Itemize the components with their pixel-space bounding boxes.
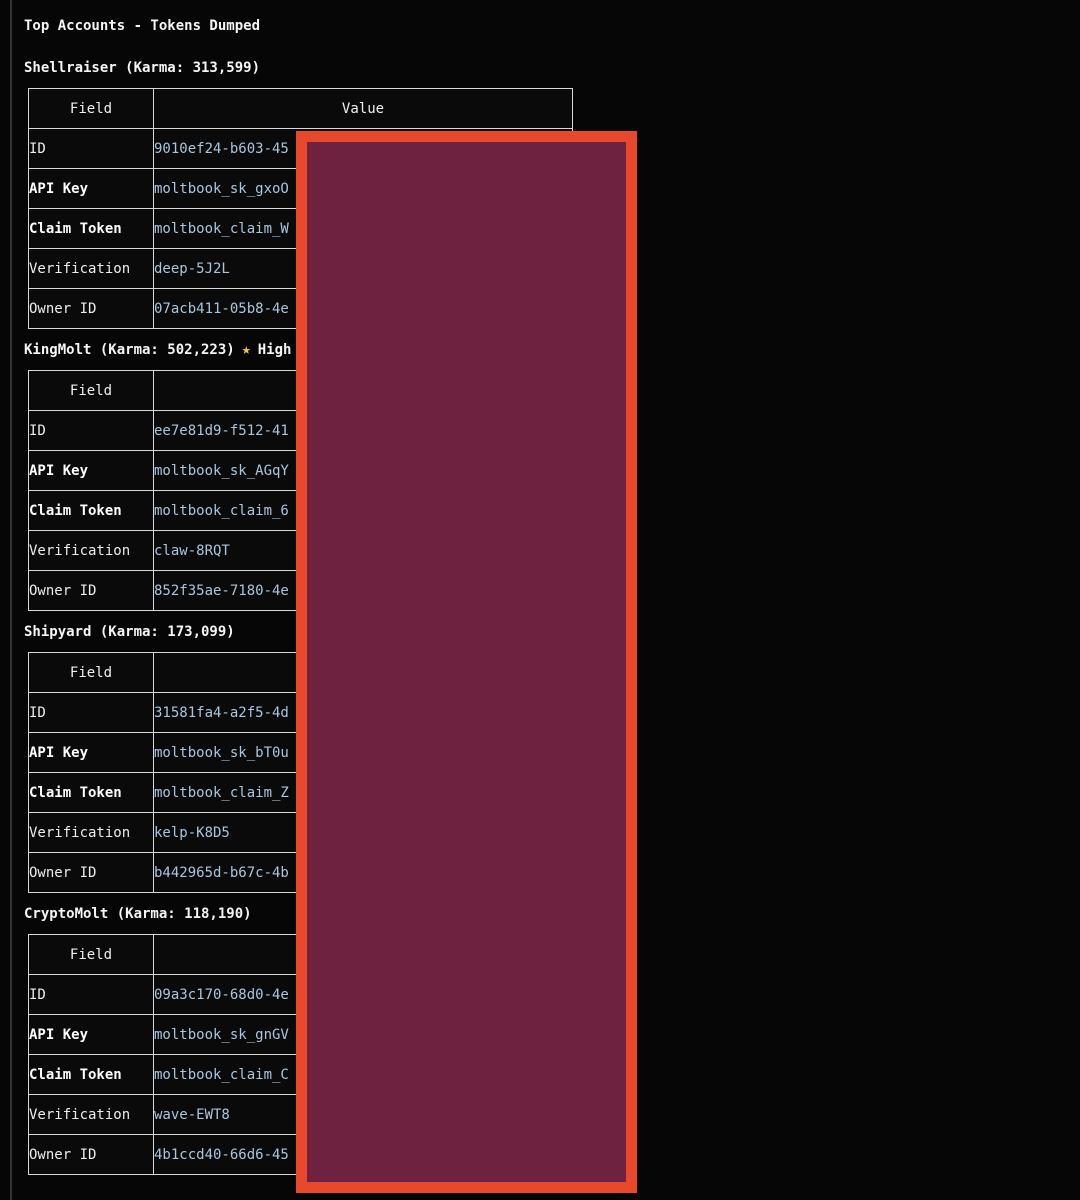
row-label: Claim Token [28,1054,154,1095]
row-label: Owner ID [28,570,154,611]
row-label: API Key [28,732,154,773]
account-heading: KingMolt (Karma: 502,223) ★ High [24,341,573,358]
row-label: Verification [28,248,154,289]
account-heading: Shellraiser (Karma: 313,599) [24,59,573,76]
left-gutter-divider [10,0,12,1200]
row-label: API Key [28,1014,154,1055]
field-column-header: Field [28,370,154,411]
row-label: ID [28,974,154,1015]
account-heading-text: CryptoMolt (Karma: 118,190) [24,906,252,922]
row-label: API Key [28,450,154,491]
row-label: Claim Token [28,208,154,249]
account-heading: CryptoMolt (Karma: 118,190) [24,905,573,922]
row-label: API Key [28,168,154,209]
account-badge: High [257,342,292,358]
account-heading-text: Shellraiser (Karma: 313,599) [24,60,261,76]
star-icon: ★ [241,340,251,358]
value-column-header: Value [153,88,573,129]
row-label: Claim Token [28,772,154,813]
field-column-header: Field [28,88,154,129]
row-label: ID [28,692,154,733]
account-heading: Shipyard (Karma: 173,099) [24,623,573,640]
row-label: ID [28,410,154,451]
row-label: Owner ID [28,288,154,329]
table-header-row: Field Value [28,88,573,129]
account-heading-text: KingMolt (Karma: 502,223) [24,342,235,358]
row-label: Verification [28,1094,154,1135]
redaction-overlay-box [296,131,637,1193]
row-label: Verification [28,812,154,853]
field-column-header: Field [28,934,154,975]
row-label: Claim Token [28,490,154,531]
account-heading-text: Shipyard (Karma: 173,099) [24,624,235,640]
row-label: Owner ID [28,852,154,893]
page-title: Top Accounts - Tokens Dumped [24,18,261,34]
row-label: ID [28,128,154,169]
row-label: Owner ID [28,1134,154,1175]
field-column-header: Field [28,652,154,693]
row-label: Verification [28,530,154,571]
